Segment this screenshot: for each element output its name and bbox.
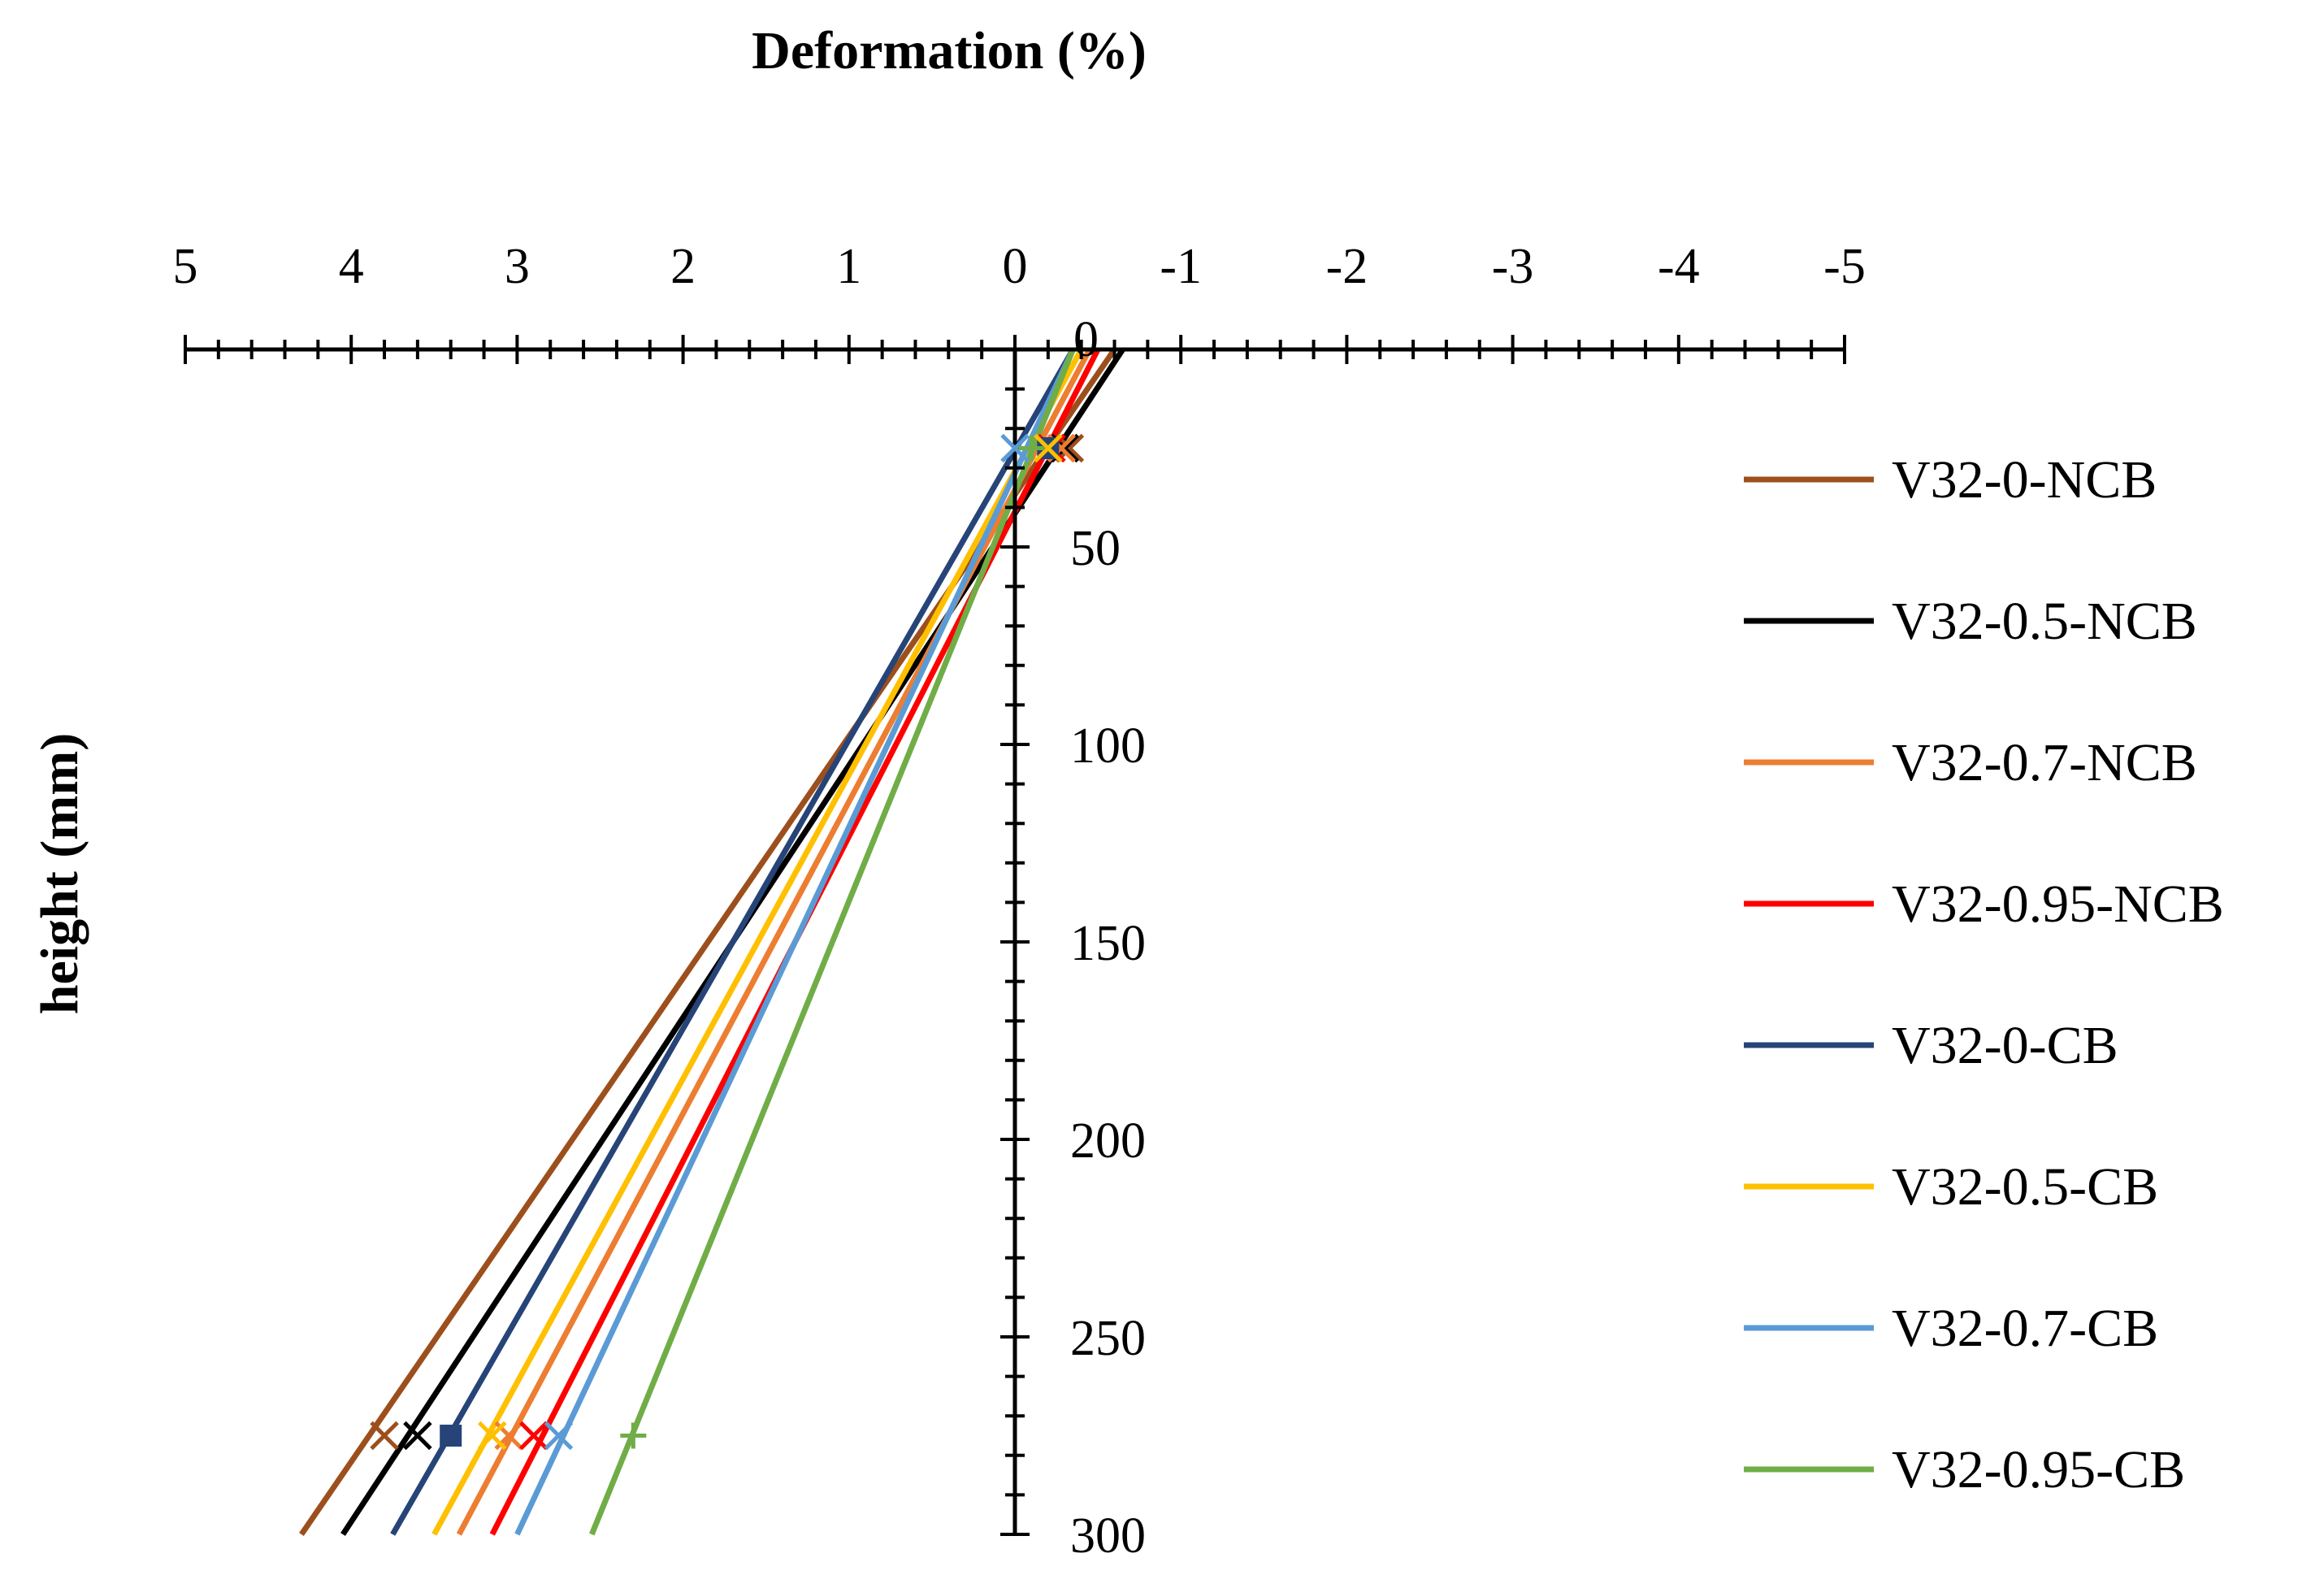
- legend-item-v32-0.7-cb: V32-0.7-CB: [1744, 1299, 2158, 1358]
- y-tick-label: 200: [1070, 1113, 1146, 1169]
- legend-label: V32-0-NCB: [1892, 450, 2157, 510]
- chart-title: Deformation (%): [752, 21, 1147, 80]
- x-tick-label: -3: [1492, 239, 1534, 294]
- legend-item-v32-0.7-ncb: V32-0.7-NCB: [1744, 733, 2197, 792]
- legend-label: V32-0.7-CB: [1892, 1299, 2158, 1358]
- legend-label: V32-0-CB: [1892, 1016, 2118, 1075]
- x-tick-label: -5: [1823, 239, 1866, 294]
- series-line-v32-0.7-ncb: [456, 348, 1092, 1536]
- y-tick-label: 0: [1073, 312, 1099, 367]
- legend: V32-0-NCB V32-0.5-NCB V32-0.7-NCB V32-0.95-…: [1744, 450, 2224, 1499]
- x-tick-label: -1: [1160, 239, 1202, 294]
- x-tick-label: 3: [505, 239, 530, 294]
- y-axis-label: height (mm): [30, 733, 89, 1014]
- data-point-v32-0.95-ncb: [519, 1421, 548, 1451]
- legend-item-v32-0.5-ncb: V32-0.5-NCB: [1744, 592, 2197, 651]
- series-line-v32-0.5-cb: [431, 348, 1084, 1536]
- legend-label: V32-0.95-CB: [1892, 1440, 2185, 1499]
- y-tick-label: 50: [1070, 521, 1121, 576]
- legend-label: V32-0.7-NCB: [1892, 733, 2197, 792]
- data-point-v32-0.95-cb: [1018, 435, 1045, 462]
- x-tick-label: 5: [173, 239, 198, 294]
- legend-item-v32-0.95-cb: V32-0.95-CB: [1744, 1440, 2185, 1499]
- x-axis: 5 4 3 2 1 0 -1 -2 -3 -4 -5: [173, 239, 1866, 364]
- series-layer: [299, 348, 1125, 1536]
- series-line-v32-0.7-cb: [514, 348, 1076, 1536]
- data-point-v32-0.95-cb: [620, 1422, 647, 1449]
- x-tick-label: 1: [836, 239, 861, 294]
- data-point-v32-0.5-cb: [1034, 433, 1063, 463]
- data-point-v32-0.7-cb: [544, 1421, 574, 1451]
- x-tick-label: 4: [339, 239, 364, 294]
- legend-label: V32-0.5-CB: [1892, 1157, 2158, 1217]
- legend-item-v32-0-cb: V32-0-CB: [1744, 1016, 2118, 1075]
- series-line-v32-0-cb: [390, 348, 1076, 1536]
- legend-item-v32-0-ncb: V32-0-NCB: [1744, 450, 2157, 510]
- data-point-v32-0.5-ncb: [403, 1421, 432, 1451]
- x-tick-label: 2: [670, 239, 696, 294]
- y-tick-label: 100: [1070, 718, 1146, 774]
- y-tick-label: 300: [1070, 1508, 1146, 1564]
- series-line-v32-0.95-cb: [589, 348, 1076, 1536]
- y-tick-label: 250: [1070, 1311, 1146, 1366]
- y-axis: 0 50 100 150 200 250 300: [1000, 312, 1146, 1564]
- legend-label: V32-0.95-NCB: [1892, 874, 2224, 934]
- x-tick-label: -2: [1326, 239, 1368, 294]
- markers-layer: [370, 433, 1085, 1451]
- legend-item-v32-0.95-ncb: V32-0.95-NCB: [1744, 874, 2224, 934]
- legend-item-v32-0.5-cb: V32-0.5-CB: [1744, 1157, 2158, 1217]
- data-point-v32-0-ncb: [370, 1421, 399, 1451]
- x-tick-label: 0: [1003, 239, 1028, 294]
- y-tick-label: 150: [1070, 916, 1146, 971]
- data-point-v32-0-cb: [440, 1425, 462, 1447]
- data-point-v32-0.7-cb: [1000, 433, 1030, 463]
- legend-label: V32-0.5-NCB: [1892, 592, 2197, 651]
- data-point-v32-0.5-cb: [478, 1421, 507, 1451]
- x-tick-label: -4: [1658, 239, 1700, 294]
